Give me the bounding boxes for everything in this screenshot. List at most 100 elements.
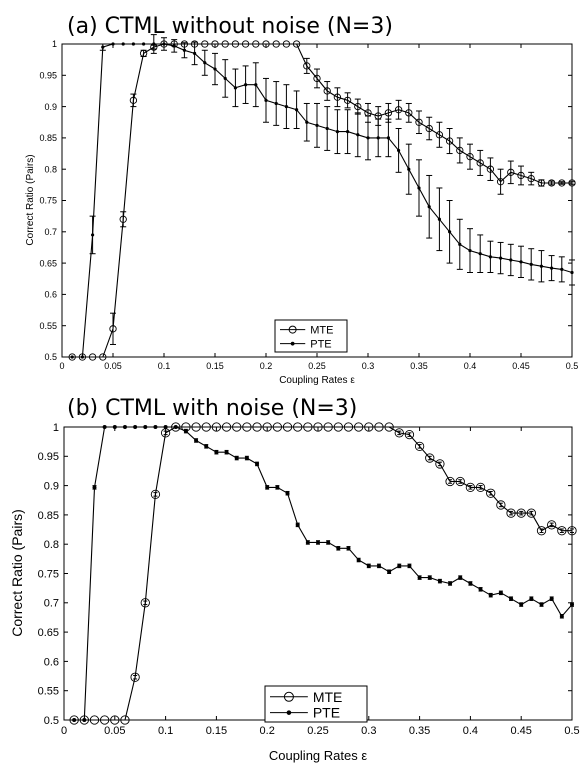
data-point-mte <box>201 422 211 432</box>
y-tick-label: 0.6 <box>44 656 59 668</box>
data-point-mte <box>313 422 323 432</box>
data-point-mte <box>435 131 444 139</box>
data-point-pte <box>458 575 463 580</box>
data-point-mte <box>374 422 384 432</box>
data-point-pte <box>478 252 482 256</box>
y-tick-label: 0.65 <box>39 258 57 268</box>
x-tick-label: 0.4 <box>463 725 478 737</box>
data-point-pte <box>173 425 178 429</box>
data-point-pte <box>204 444 209 449</box>
chart-panel-b: (b) CTML with noise (N=3) 0 0.05 0.1 0.15 0.2… <box>9 396 580 763</box>
data-point-pte <box>407 167 411 171</box>
data-point-pte <box>570 602 574 607</box>
data-point-mte <box>415 118 423 126</box>
data-point-mte <box>88 353 97 361</box>
data-point-pte <box>509 258 513 262</box>
data-point-mte <box>384 109 393 117</box>
y-tick-label: 0.7 <box>44 227 57 237</box>
data-point-mte <box>343 96 352 104</box>
legend-box <box>264 685 368 723</box>
x-tick-label: 0.45 <box>510 725 531 737</box>
y-tick-label: 0.55 <box>39 321 57 331</box>
data-point-pte <box>244 456 249 461</box>
x-tick-label: 0.3 <box>361 725 376 737</box>
y-tick-label: 0.7 <box>44 598 59 610</box>
data-point-pte <box>376 563 381 568</box>
data-point-pte <box>376 136 380 140</box>
legend-box <box>274 319 348 353</box>
data-point-mte <box>394 428 404 438</box>
data-point-pte <box>386 136 390 140</box>
data-point-pte <box>111 42 115 46</box>
data-point-mte <box>232 422 242 432</box>
data-point-pte <box>255 461 260 466</box>
data-point-pte <box>356 558 361 563</box>
data-point-mte <box>140 598 150 608</box>
data-point-pte <box>244 83 248 87</box>
series-pte <box>72 425 574 722</box>
data-point-mte <box>507 168 515 176</box>
data-point-pte <box>265 485 270 490</box>
data-point-pte <box>427 205 431 209</box>
data-point-pte <box>214 450 219 455</box>
data-point-pte <box>417 186 421 190</box>
series-line-mte <box>72 43 572 358</box>
data-point-mte <box>201 40 209 48</box>
data-point-pte <box>448 581 453 586</box>
y-tick-label: 0.9 <box>44 102 57 112</box>
series-line-pte <box>74 426 573 721</box>
data-point-mte <box>517 171 525 180</box>
data-point-pte <box>397 563 402 568</box>
data-point-pte <box>407 563 412 568</box>
data-point-pte <box>488 255 492 259</box>
data-point-mte <box>262 422 272 432</box>
data-point-mte <box>221 422 232 432</box>
data-point-pte <box>478 587 483 592</box>
chart-title: (a) CTML without noise (N=3) <box>67 14 393 39</box>
data-point-mte <box>394 106 403 114</box>
data-point-pte <box>82 718 87 722</box>
data-point-pte <box>397 148 401 153</box>
data-point-pte <box>366 136 370 140</box>
data-point-mte <box>455 476 465 487</box>
data-point-mte <box>272 40 280 48</box>
data-point-pte <box>172 44 176 48</box>
data-point-pte <box>284 105 288 109</box>
data-point-pte <box>427 575 432 580</box>
data-point-pte <box>316 540 320 545</box>
y-axis-label: Correct Ratio (Pairs) <box>25 154 36 245</box>
x-tick-label: 0 <box>61 725 67 737</box>
data-point-mte <box>404 429 415 440</box>
data-point-pte <box>224 450 229 455</box>
data-point-mte <box>486 488 496 498</box>
data-point-pte <box>112 425 117 429</box>
data-point-mte <box>496 178 505 186</box>
data-point-pte <box>387 569 392 574</box>
x-axis-label: Coupling Rates ε <box>269 748 367 763</box>
data-point-pte <box>121 42 125 46</box>
y-tick-label: 0.8 <box>44 164 57 174</box>
data-point-mte <box>211 40 219 48</box>
data-point-mte <box>323 422 333 432</box>
data-point-pte <box>233 86 237 90</box>
chart-panel-a: (a) CTML without noise (N=3) 0 0.05 0.1 0.15… <box>25 14 578 386</box>
legend-label-mte: MTE <box>310 325 333 337</box>
data-point-mte <box>537 179 546 187</box>
data-point-pte <box>549 596 554 601</box>
x-tick-label: 0.1 <box>158 361 171 371</box>
data-point-pte <box>305 120 309 124</box>
data-point-mte <box>547 179 556 187</box>
y-tick-label: 0.6 <box>44 290 57 300</box>
data-point-pte <box>346 546 351 551</box>
data-point-pte <box>315 123 319 127</box>
data-point-pte <box>91 233 95 237</box>
data-point-mte <box>536 526 547 536</box>
y-tick-label: 0.85 <box>39 133 57 143</box>
data-point-mte <box>303 422 313 432</box>
x-tick-label: 0.2 <box>260 725 275 737</box>
data-point-mte <box>445 476 455 487</box>
y-tick-label: 0.9 <box>44 480 59 492</box>
data-point-pte <box>234 456 239 461</box>
data-point-mte <box>211 422 222 432</box>
data-point-pte <box>143 425 148 429</box>
